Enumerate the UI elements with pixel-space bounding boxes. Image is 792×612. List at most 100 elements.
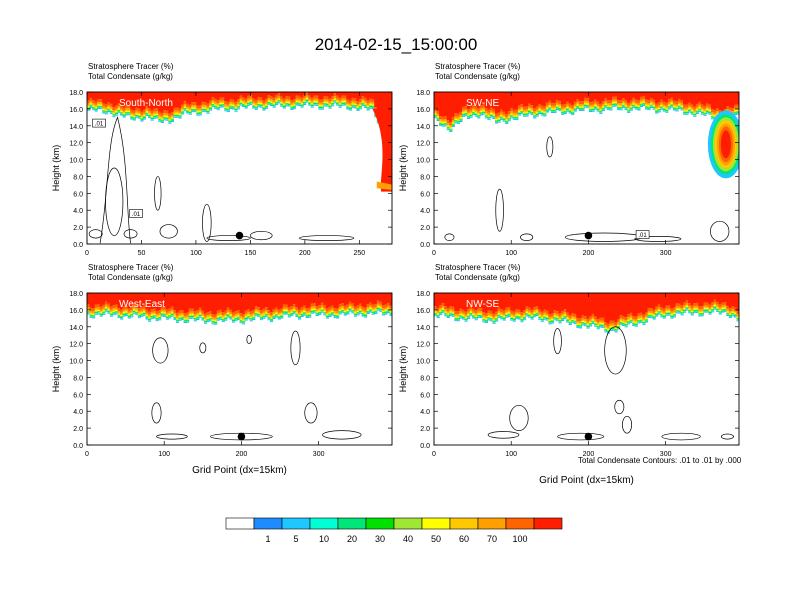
tracer-cell	[323, 92, 327, 97]
tracer-cell	[186, 109, 190, 111]
tracer-cell	[341, 92, 345, 96]
tracer-cell	[305, 315, 309, 316]
tracer-cell	[122, 293, 126, 307]
tracer-cell	[576, 325, 580, 327]
tracer-cell	[320, 302, 324, 306]
tracer-cell	[292, 108, 297, 109]
tracer-cell	[221, 100, 225, 103]
tracer-cell	[249, 103, 253, 105]
tracer-cell	[484, 92, 488, 109]
tracer-cell	[341, 103, 345, 105]
tracer-cell	[576, 103, 580, 105]
tracer-cell	[644, 105, 649, 107]
tracer-cell	[619, 109, 623, 110]
x-tick-label: 50	[138, 250, 146, 257]
tracer-cell	[530, 315, 534, 317]
tracer-cell	[604, 293, 608, 323]
tracer-cell	[264, 311, 269, 313]
tracer-cell	[512, 114, 516, 116]
tracer-cell	[318, 313, 322, 315]
tracer-cell	[331, 311, 335, 313]
tracer-cell	[135, 309, 139, 311]
tracer-cell	[459, 116, 463, 118]
tracer-cell	[242, 318, 246, 320]
tracer-cell	[454, 118, 458, 120]
tracer-cell	[117, 312, 121, 314]
tracer-cell	[320, 309, 324, 311]
tracer-cell	[196, 112, 200, 114]
tracer-cell	[219, 315, 223, 317]
tracer-cell	[548, 100, 552, 104]
tracer-cell	[333, 93, 337, 97]
tracer-cell	[482, 318, 486, 320]
tracer-cell	[599, 109, 603, 111]
tracer-cell	[297, 104, 302, 105]
tracer-cell	[331, 92, 335, 97]
tracer-cell	[543, 111, 547, 113]
tracer-cell	[198, 293, 202, 308]
tracer-cell	[589, 104, 593, 107]
tracer-cell	[351, 303, 355, 307]
tracer-cell	[680, 106, 684, 108]
tracer-cell	[163, 306, 167, 310]
tracer-cell	[571, 113, 575, 115]
tracer-cell	[576, 99, 580, 102]
tracer-cell	[467, 313, 471, 315]
tracer-cell	[561, 313, 565, 316]
tracer-cell	[295, 306, 299, 310]
tracer-cell	[287, 316, 291, 317]
tracer-cell	[92, 105, 96, 107]
tracer-cell	[358, 104, 363, 106]
tracer-cell	[573, 293, 577, 314]
tracer-cell	[576, 324, 580, 326]
tracer-cell	[117, 311, 121, 313]
tracer-cell	[525, 106, 529, 110]
tracer-cell	[533, 307, 537, 311]
tracer-cell	[336, 100, 340, 102]
tracer-cell	[568, 103, 572, 107]
tracer-cell	[175, 318, 180, 320]
tracer-cell	[198, 307, 202, 311]
tracer-cell	[510, 315, 514, 317]
tracer-cell	[125, 110, 129, 112]
tracer-cell	[446, 315, 450, 317]
tracer-cell	[492, 322, 496, 324]
tracer-cell	[550, 107, 555, 109]
tracer-cell	[336, 102, 340, 103]
tracer-cell	[644, 104, 649, 106]
tracer-cell	[573, 321, 577, 323]
tracer-cell	[308, 307, 312, 311]
tracer-cell	[358, 106, 363, 108]
tracer-cell	[497, 316, 501, 318]
tracer-cell	[165, 92, 169, 111]
tracer-cell	[528, 316, 532, 317]
tracer-cell	[500, 312, 504, 314]
tracer-cell	[520, 111, 524, 113]
tracer-cell	[477, 116, 481, 118]
tracer-cell	[563, 112, 567, 114]
tracer-cell	[444, 123, 448, 125]
tracer-cell	[226, 101, 230, 105]
tracer-cell	[181, 314, 185, 316]
tracer-cell	[150, 117, 154, 119]
tracer-cell	[277, 316, 281, 318]
tracer-cell	[239, 321, 243, 322]
tracer-cell	[525, 314, 529, 316]
tracer-cell	[277, 102, 281, 103]
tracer-cell	[153, 117, 157, 118]
tracer-cell	[300, 311, 304, 313]
tracer-cell	[275, 313, 279, 315]
tracer-cell	[703, 114, 707, 116]
tracer-cell	[87, 312, 91, 314]
tracer-cell	[226, 109, 230, 110]
tracer-cell	[313, 100, 317, 102]
tracer-cell	[92, 308, 96, 312]
tracer-cell	[201, 317, 205, 318]
tracer-cell	[270, 316, 274, 318]
tracer-cell	[566, 318, 570, 320]
tracer-cell	[244, 310, 248, 314]
tracer-cell	[449, 312, 453, 314]
tracer-cell	[89, 314, 93, 316]
tracer-cell	[500, 109, 504, 113]
x-tick-label: 0	[85, 250, 89, 257]
